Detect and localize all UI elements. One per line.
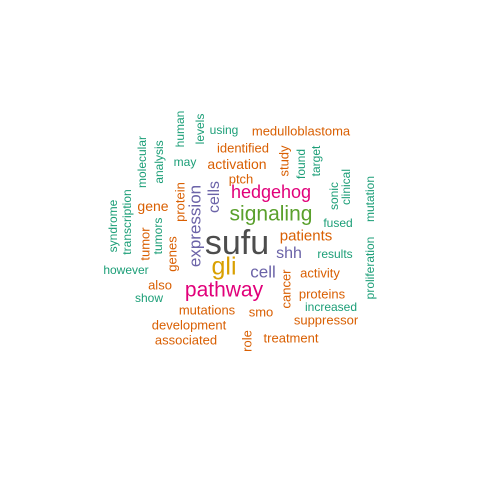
word-ptch: ptch <box>228 171 254 187</box>
word-show: show <box>134 291 164 305</box>
word-gene: gene <box>137 198 169 214</box>
word-cells: cells <box>206 180 223 214</box>
word-tumor: tumor <box>137 227 153 261</box>
word-patients: patients <box>279 227 333 245</box>
word-pathway: pathway <box>184 278 264 302</box>
word-analysis: analysis <box>152 140 166 184</box>
word-cell: cell <box>250 262 276 282</box>
word-levels: levels <box>193 113 207 145</box>
word-expression: expression <box>185 184 205 268</box>
word-mutations: mutations <box>178 302 236 318</box>
word-hedgehog: hedgehog <box>230 182 312 202</box>
word-mutation: mutation <box>363 175 377 223</box>
word-medulloblastoma: medulloblastoma <box>251 123 351 139</box>
word-associated: associated <box>154 332 218 348</box>
word-cancer: cancer <box>278 269 294 309</box>
word-also: also <box>148 277 172 293</box>
word-syndrome: syndrome <box>106 199 120 253</box>
word-proliferation: proliferation <box>363 236 377 300</box>
word-activation: activation <box>207 156 267 172</box>
word-increased: increased <box>304 300 358 314</box>
word-role: role <box>239 330 255 352</box>
word-found: found <box>294 148 308 180</box>
word-smo: smo <box>248 304 274 320</box>
word-target: target <box>309 145 323 177</box>
word-transcription: transcription <box>120 189 134 255</box>
word-suppressor: suppressor <box>293 312 359 328</box>
word-development: development <box>151 317 227 333</box>
word-identified: identified <box>216 140 270 156</box>
word-using: using <box>209 123 239 137</box>
word-signaling: signaling <box>229 202 313 226</box>
word-gli: gli <box>211 252 237 281</box>
word-clinical: clinical <box>339 168 353 206</box>
word-tumors: tumors <box>151 217 165 255</box>
word-molecular: molecular <box>135 135 149 189</box>
word-shh: shh <box>276 245 302 262</box>
word-activity: activity <box>300 265 340 281</box>
word-study: study <box>276 145 292 177</box>
word-human: human <box>173 110 187 148</box>
word-sufu: sufu <box>204 224 270 262</box>
word-results: results <box>317 247 353 261</box>
word-treatment: treatment <box>263 330 319 346</box>
word-genes: genes <box>164 236 180 272</box>
word-fused: fused <box>323 216 353 230</box>
word-however: however <box>103 263 149 277</box>
word-proteins: proteins <box>298 286 346 302</box>
word-protein: protein <box>172 182 188 222</box>
word-may: may <box>173 155 197 169</box>
